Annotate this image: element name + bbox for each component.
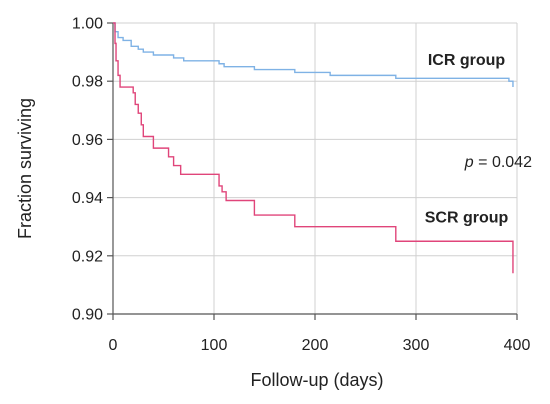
y-tick-label-3: 0.96 <box>72 132 103 149</box>
grid <box>113 22 518 314</box>
y-tick-label-2: 0.94 <box>72 190 103 207</box>
p-value-text: = 0.042 <box>474 154 532 171</box>
y-tick-label-0: 0.90 <box>72 307 103 324</box>
series-line-icr-group <box>113 22 514 88</box>
series-label-icr-group: ICR group <box>428 52 506 69</box>
y-tick-label-4: 0.98 <box>72 74 103 91</box>
x-tick-label-4: 400 <box>504 337 531 354</box>
p-value-annotation: p = 0.042 <box>464 154 532 171</box>
x-tick-label-0: 0 <box>109 337 118 354</box>
x-tick-label-1: 100 <box>201 337 228 354</box>
x-axis-title: Follow-up (days) <box>250 370 383 390</box>
axes <box>107 22 518 320</box>
p-value-symbol: p <box>464 154 474 171</box>
y-tick-label-1: 0.92 <box>72 248 103 265</box>
y-tick-label-5: 1.00 <box>72 16 103 33</box>
y-axis-title: Fraction surviving <box>15 98 35 239</box>
series-label-scr-group: SCR group <box>425 209 509 226</box>
x-tick-label-3: 300 <box>403 337 430 354</box>
x-tick-label-2: 200 <box>302 337 329 354</box>
labels: 0.90 0.92 0.94 0.96 0.98 1.00 0 100 200 300 400 ICR… <box>72 16 531 355</box>
series-line-scr-group <box>113 22 514 274</box>
series-lines <box>113 22 514 274</box>
